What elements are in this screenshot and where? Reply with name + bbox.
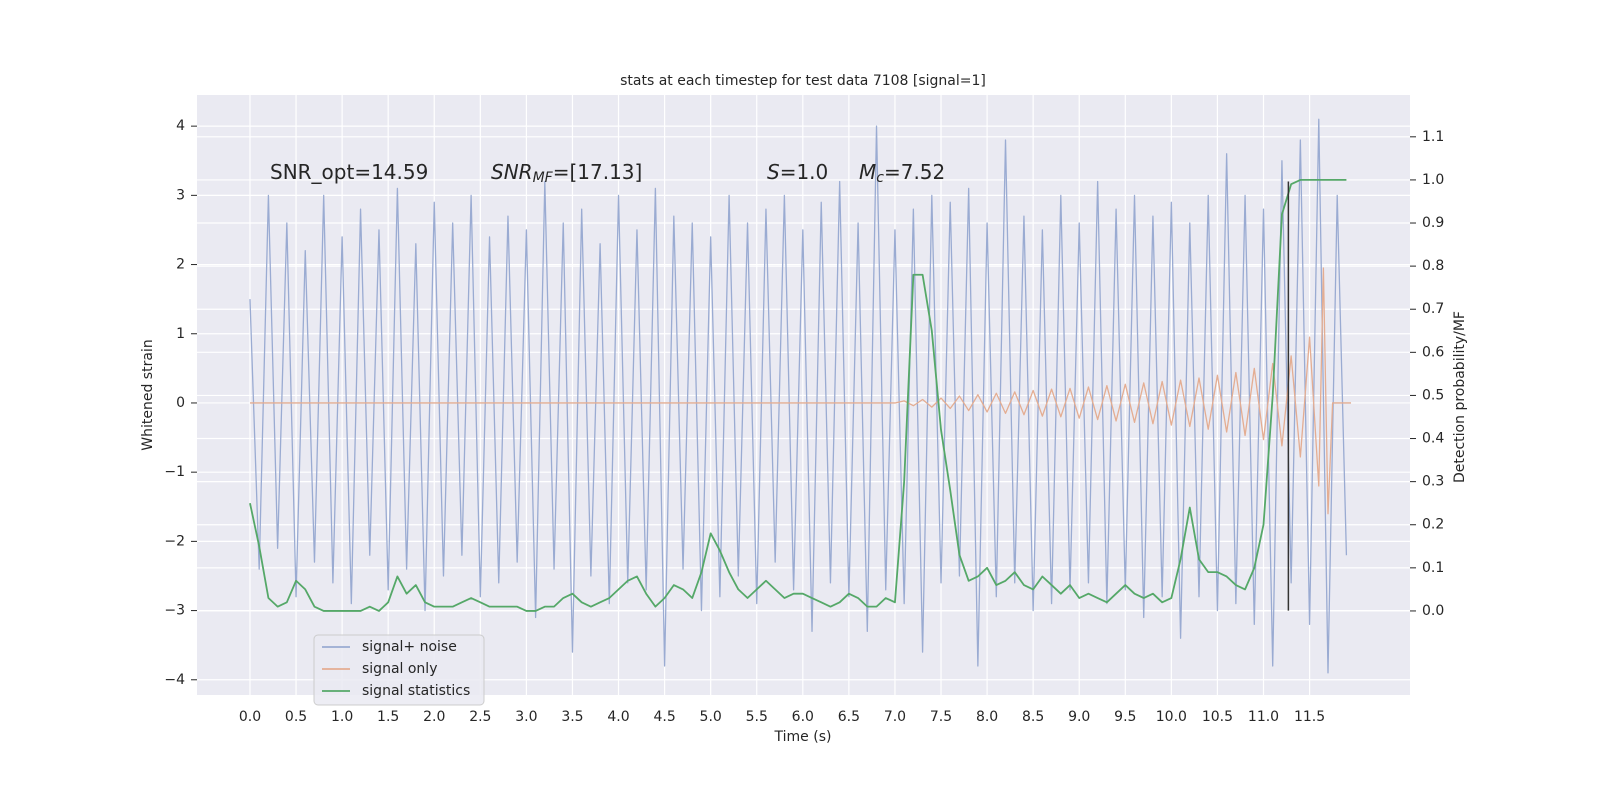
- annotation-symbol: M: [859, 160, 876, 184]
- y-tick-label: 1: [176, 326, 185, 342]
- x-tick-label: 8.5: [1022, 709, 1044, 725]
- y2-tick-label: 0.6: [1422, 344, 1444, 360]
- chart-title: stats at each timestep for test data 710…: [620, 73, 986, 89]
- annotation-symbol: SNR: [491, 160, 533, 184]
- y-tick-label: −4: [164, 672, 185, 688]
- y-tick-label: 3: [176, 187, 185, 203]
- x-tick-label: 4.5: [653, 709, 675, 725]
- x-tick-label: 9.5: [1114, 709, 1136, 725]
- x-tick-label: 1.5: [377, 709, 399, 725]
- y2-tick-label: 0.9: [1422, 215, 1444, 231]
- annotation-symbol: S: [767, 160, 780, 184]
- legend-label: signal statistics: [362, 683, 470, 699]
- series-line: [249, 179, 1347, 612]
- y2-tick-label: 1.0: [1422, 172, 1444, 188]
- legend-label: signal only: [362, 661, 437, 677]
- x-tick-label: 11.5: [1294, 709, 1325, 725]
- x-tick-label: 10.0: [1156, 709, 1187, 725]
- x-tick-label: 6.0: [792, 709, 814, 725]
- x-tick-label: 10.5: [1202, 709, 1233, 725]
- y2-tick-label: 0.7: [1422, 301, 1444, 317]
- y-tick-label: −2: [164, 533, 185, 549]
- y2-tick-label: 0.2: [1422, 517, 1444, 533]
- x-axis-label: Time (s): [774, 729, 832, 745]
- x-tick-label: 2.5: [469, 709, 491, 725]
- annotation: SNRMF=[17.13]: [491, 160, 642, 187]
- x-tick-label: 0.5: [285, 709, 307, 725]
- x-tick-label: 0.0: [239, 709, 261, 725]
- x-tick-label: 5.0: [700, 709, 722, 725]
- x-tick-label: 7.0: [884, 709, 906, 725]
- annotation-sub: MF: [533, 170, 554, 186]
- y2-tick-label: 0.0: [1422, 603, 1444, 619]
- y-tick-label: −3: [164, 603, 185, 619]
- x-tick-label: 11.0: [1248, 709, 1279, 725]
- annotation-text: SNR_opt=14.59: [270, 160, 428, 184]
- annotation-text: =1.0: [780, 160, 829, 184]
- x-tick-label: 2.0: [423, 709, 445, 725]
- y-tick-label: −1: [164, 464, 185, 480]
- y2-tick-label: 0.1: [1422, 560, 1444, 576]
- y-tick-label: 0: [176, 395, 185, 411]
- y2-tick-label: 0.3: [1422, 474, 1444, 490]
- legend-box: [313, 634, 485, 706]
- x-tick-label: 4.0: [607, 709, 629, 725]
- annotation: S=1.0: [767, 160, 828, 184]
- annotation: Mc=7.52: [859, 160, 945, 187]
- x-tick-label: 6.5: [838, 709, 860, 725]
- legend-label: signal+ noise: [362, 639, 457, 655]
- annotation-text: =[17.13]: [553, 160, 643, 184]
- annotation-text: =7.52: [884, 160, 945, 184]
- y2-tick-label: 0.5: [1422, 387, 1444, 403]
- series-line: [249, 118, 1348, 674]
- y2-tick-label: 0.8: [1422, 258, 1444, 274]
- x-tick-label: 3.5: [561, 709, 583, 725]
- x-tick-label: 8.0: [976, 709, 998, 725]
- annotation: SNR_opt=14.59: [270, 160, 428, 184]
- y-tick-label: 4: [176, 118, 185, 134]
- y-tick-label: 2: [176, 257, 185, 273]
- x-tick-label: 9.0: [1068, 709, 1090, 725]
- series-line: [249, 267, 1352, 515]
- y-axis-label: Whitened strain: [140, 339, 156, 450]
- y2-tick-label: 1.1: [1422, 129, 1444, 145]
- x-tick-label: 3.0: [515, 709, 537, 725]
- x-tick-label: 7.5: [930, 709, 952, 725]
- x-tick-label: 1.0: [331, 709, 353, 725]
- x-tick-label: 5.5: [746, 709, 768, 725]
- y2-axis-label: Detection probability/MF: [1452, 311, 1468, 483]
- annotation-sub: c: [876, 170, 884, 186]
- y2-tick-label: 0.4: [1422, 431, 1444, 447]
